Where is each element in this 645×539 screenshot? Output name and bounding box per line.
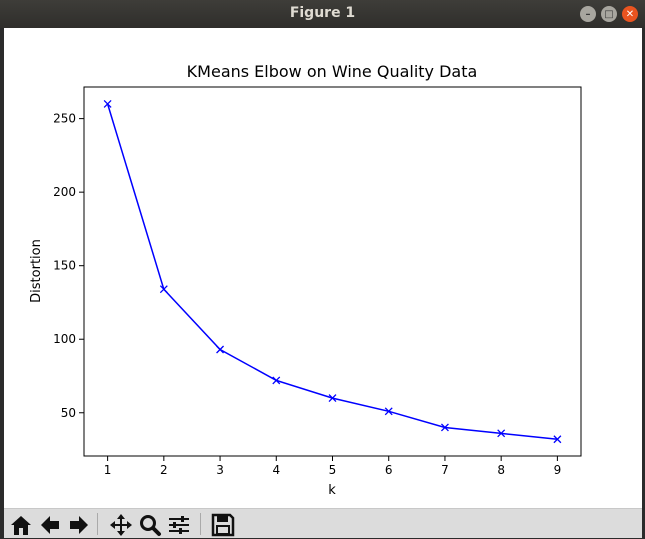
zoom-icon[interactable] [137, 513, 163, 539]
subplots-settings-icon[interactable] [166, 513, 192, 539]
distortion-line [106, 103, 558, 440]
data-point-marker [159, 285, 168, 294]
save-icon[interactable] [210, 513, 236, 539]
x-tick-label: 4 [272, 463, 280, 477]
minimize-icon[interactable]: – [580, 6, 596, 22]
data-point-marker [216, 345, 225, 354]
y-axis-label: Distortion [29, 239, 44, 303]
window-titlebar[interactable]: Figure 1 – □ ✕ [0, 0, 645, 28]
toolbar-separator [97, 513, 98, 535]
data-point-marker [272, 376, 281, 385]
data-point-marker [497, 429, 506, 438]
x-tick-label: 7 [441, 463, 449, 477]
x-tick-label: 3 [216, 463, 224, 477]
chart-title: KMeans Elbow on Wine Quality Data [187, 62, 478, 81]
data-point-marker [440, 423, 449, 432]
data-point-marker [384, 407, 393, 416]
x-tick-label: 9 [554, 463, 562, 477]
background-terminal-strip [0, 28, 4, 537]
window-border [642, 28, 645, 537]
y-tick-label: 150 [53, 259, 76, 273]
x-tick-label: 2 [160, 463, 168, 477]
elbow-chart: KMeans Elbow on Wine Quality Data 1 2 3 4 5 6… [29, 62, 582, 498]
y-tick-label: 50 [61, 406, 76, 420]
y-tick-label: 200 [53, 185, 76, 199]
x-tick-label: 6 [385, 463, 393, 477]
window-title: Figure 1 [289, 5, 356, 21]
forward-arrow-icon[interactable] [66, 513, 92, 539]
figure-canvas[interactable]: KMeans Elbow on Wine Quality Data 1 2 3 4 5 6… [4, 28, 642, 508]
close-icon[interactable]: ✕ [622, 6, 638, 22]
x-tick-label: 1 [104, 463, 112, 477]
x-axis-label: k [328, 483, 336, 498]
data-point-marker [328, 394, 337, 403]
toolbar-separator [200, 513, 201, 535]
navigation-toolbar [4, 508, 642, 538]
x-tick-label: 8 [497, 463, 505, 477]
home-icon[interactable] [8, 513, 34, 539]
back-arrow-icon[interactable] [37, 513, 63, 539]
y-tick-label: 100 [53, 332, 76, 346]
data-point-marker [553, 435, 562, 444]
maximize-icon[interactable]: □ [601, 6, 617, 22]
x-tick-label: 5 [329, 463, 337, 477]
y-tick-label: 250 [53, 112, 76, 126]
data-point-marker [103, 99, 112, 108]
pan-move-icon[interactable] [108, 513, 134, 539]
